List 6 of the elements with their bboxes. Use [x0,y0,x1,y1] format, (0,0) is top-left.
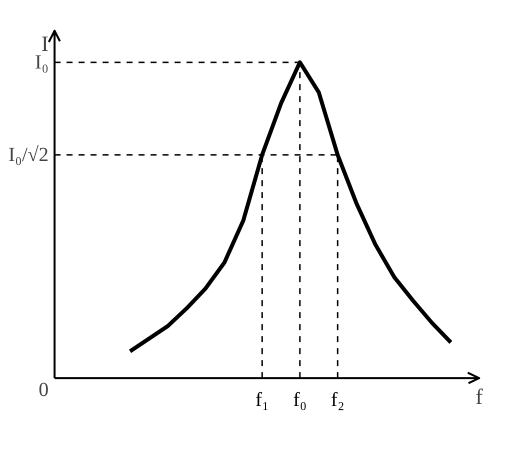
x-tick-label: f₂ [330,389,344,412]
text: 0 [38,379,49,402]
x-tick-label: f₀ [293,389,307,412]
x-axis-title: f [476,384,484,410]
x-tick-label: f₁ [255,389,269,412]
ref-line-label: I₀/√2 [8,144,49,166]
